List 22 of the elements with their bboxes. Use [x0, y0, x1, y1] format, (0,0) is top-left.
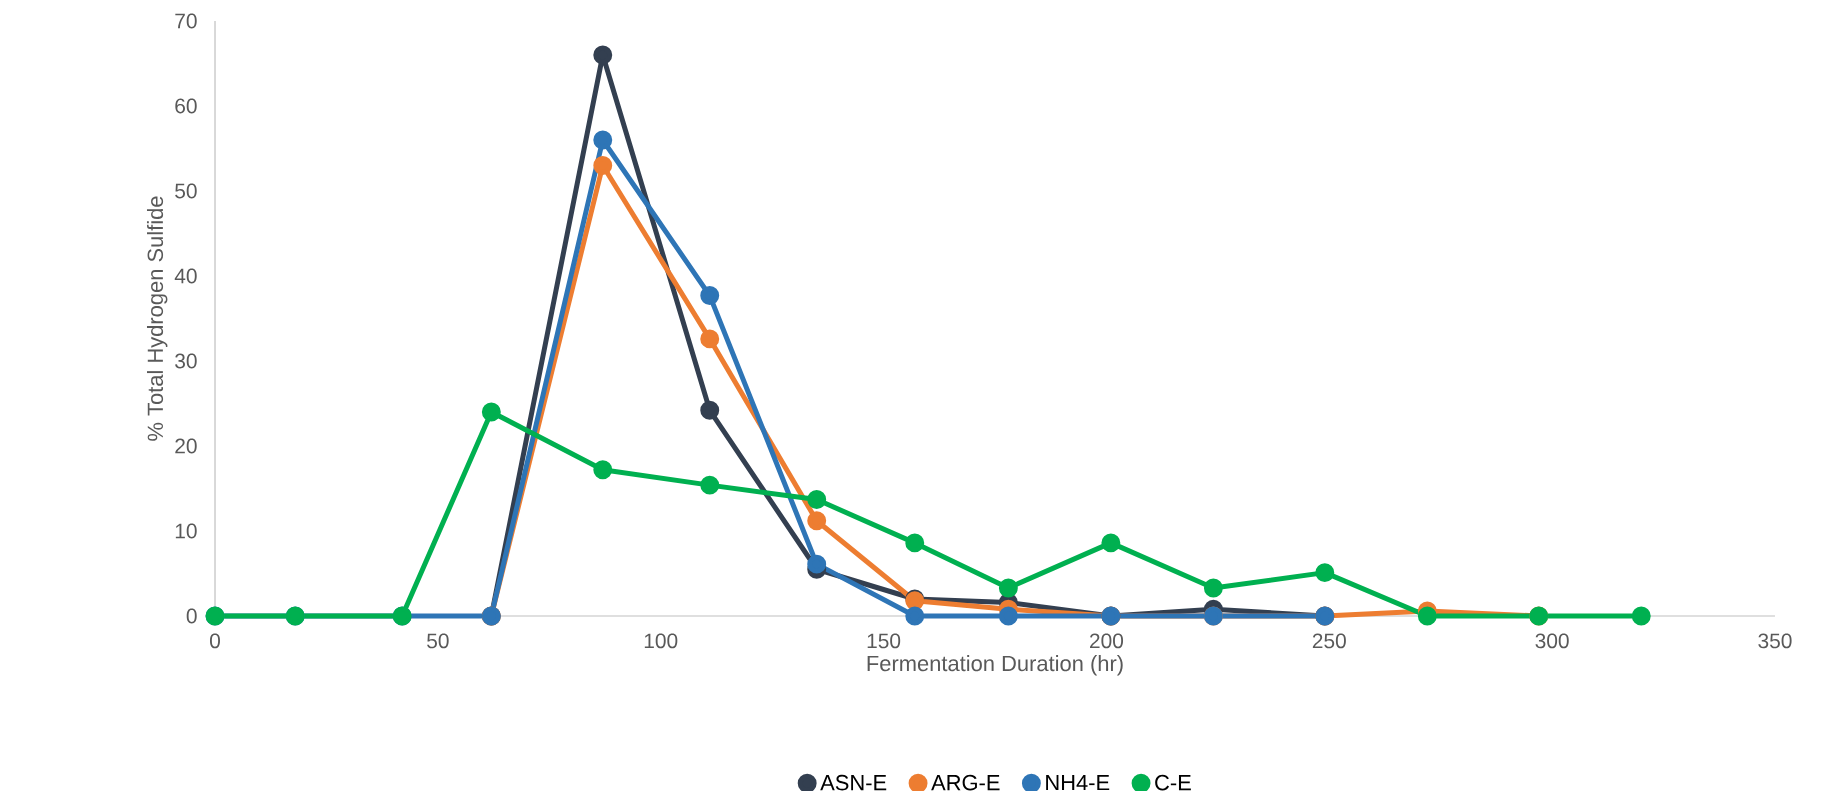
legend-label: ASN-E	[820, 774, 887, 791]
x-tick-label: 150	[867, 633, 901, 649]
x-tick-label: 50	[427, 633, 449, 649]
x-tick-label: 0	[210, 633, 220, 649]
x-tick-label: 200	[1090, 633, 1124, 649]
x-axis-title: Fermentation Duration (hr)	[867, 655, 1123, 676]
y-tick-label: 20	[175, 438, 197, 454]
x-tick-label: 250	[1312, 633, 1346, 649]
y-tick-label: 40	[174, 268, 197, 284]
legend-label: NH4-E	[1046, 775, 1110, 791]
y-tick-label: 50	[175, 183, 197, 199]
x-tick-label: 100	[644, 633, 678, 649]
y-tick-label: 30	[175, 353, 197, 369]
y-tick-label: 70	[175, 13, 197, 29]
legend-label: C-E	[1155, 774, 1191, 791]
y-tick-label: 10	[175, 523, 197, 539]
legend-label: ARG-E	[931, 774, 1000, 791]
y-axis-title: % Total Hydrogen Sulfide	[146, 196, 168, 441]
x-tick-label: 300	[1535, 633, 1569, 649]
x-tick-label: 350	[1758, 633, 1792, 649]
y-tick-label: 0	[186, 608, 197, 624]
y-tick-label: 60	[175, 98, 197, 114]
